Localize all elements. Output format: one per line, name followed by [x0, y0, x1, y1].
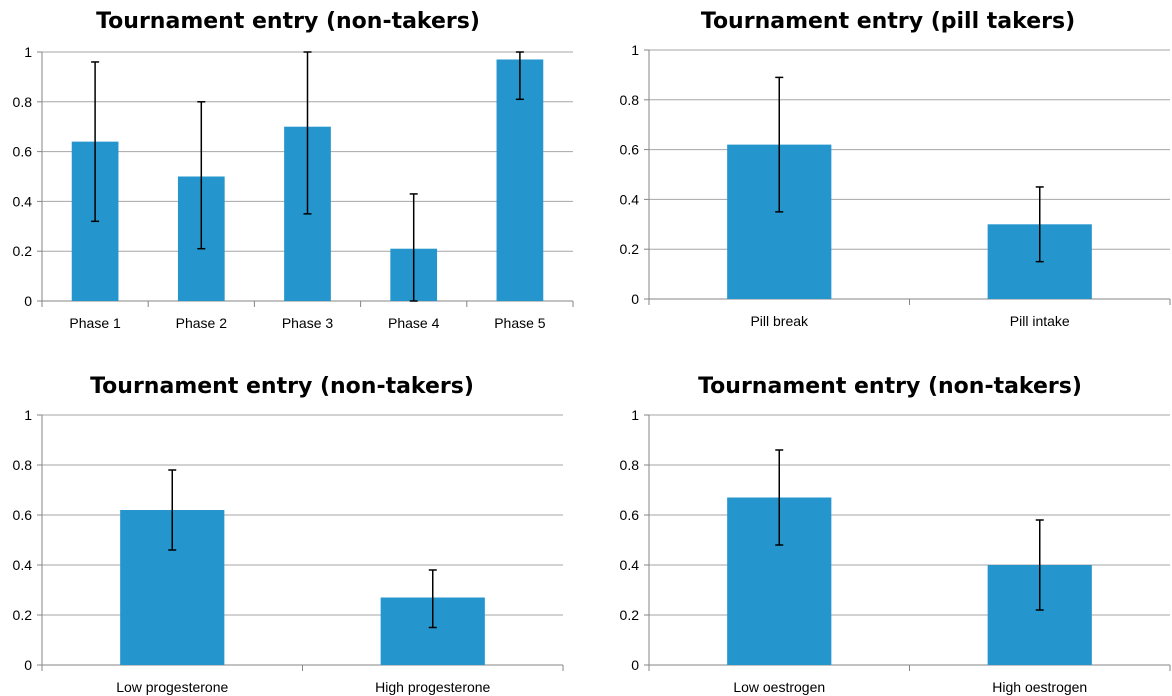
chart-panel-4: Tournament entry (non-takers) 0 0.2 0.4 0.6 0… — [620, 374, 1171, 695]
y-tick-label: 0.4 — [620, 191, 640, 207]
chart-panel-2: Tournament entry (pill takers) 0 0.2 0.4 0.6… — [620, 9, 1171, 329]
chart-title: Tournament entry (pill takers) — [701, 9, 1075, 34]
y-tick-label: 0 — [631, 291, 639, 307]
x-tick-label: Pill intake — [1010, 313, 1070, 329]
y-tick-label: 0.6 — [13, 144, 33, 160]
y-tick-label: 0.8 — [13, 457, 33, 473]
x-tick-label: Phase 5 — [494, 315, 546, 331]
y-tick-label: 0.4 — [13, 193, 33, 209]
x-tick-label: Phase 2 — [176, 315, 228, 331]
y-tick-label: 0.2 — [620, 607, 640, 623]
y-tick-label: 1 — [24, 44, 32, 60]
y-tick-label: 0.6 — [620, 507, 640, 523]
x-tick-label: High oestrogen — [992, 679, 1087, 695]
x-tick-label: Phase 4 — [388, 315, 440, 331]
y-tick-label: 0.8 — [620, 457, 640, 473]
y-tick-label: 0.4 — [620, 557, 640, 573]
chart-title: Tournament entry (non-takers) — [96, 9, 480, 34]
x-tick-label: Pill break — [750, 313, 809, 329]
y-tick-label: 1 — [24, 407, 32, 423]
y-tick-label: 0.6 — [620, 142, 640, 158]
y-tick-label: 1 — [631, 407, 639, 423]
y-tick-label: 0 — [24, 293, 32, 309]
y-tick-label: 0.2 — [13, 607, 33, 623]
x-tick-label: Phase 3 — [282, 315, 334, 331]
x-tick-label: Low progesterone — [116, 679, 228, 695]
x-tick-label: Phase 1 — [69, 315, 121, 331]
x-tick-label: Low oestrogen — [733, 679, 825, 695]
y-tick-label: 0.2 — [620, 241, 640, 257]
chart-title: Tournament entry (non-takers) — [90, 374, 474, 399]
y-tick-label: 1 — [631, 42, 639, 58]
y-tick-label: 0.8 — [620, 92, 640, 108]
chart-panel-3: Tournament entry (non-takers) 0 0.2 0.4 0.6 0… — [13, 374, 564, 695]
y-tick-label: 0 — [24, 657, 32, 673]
y-tick-label: 0 — [631, 657, 639, 673]
chart-title: Tournament entry (non-takers) — [698, 374, 1082, 399]
y-tick-label: 0.6 — [13, 507, 33, 523]
y-tick-label: 0.8 — [13, 94, 33, 110]
chart-panel-1: Tournament entry (non-takers) 0 0.2 0.4 0.6 0… — [13, 9, 574, 331]
y-tick-label: 0.4 — [13, 557, 33, 573]
y-tick-label: 0.2 — [13, 243, 33, 259]
x-tick-label: High progesterone — [375, 679, 490, 695]
